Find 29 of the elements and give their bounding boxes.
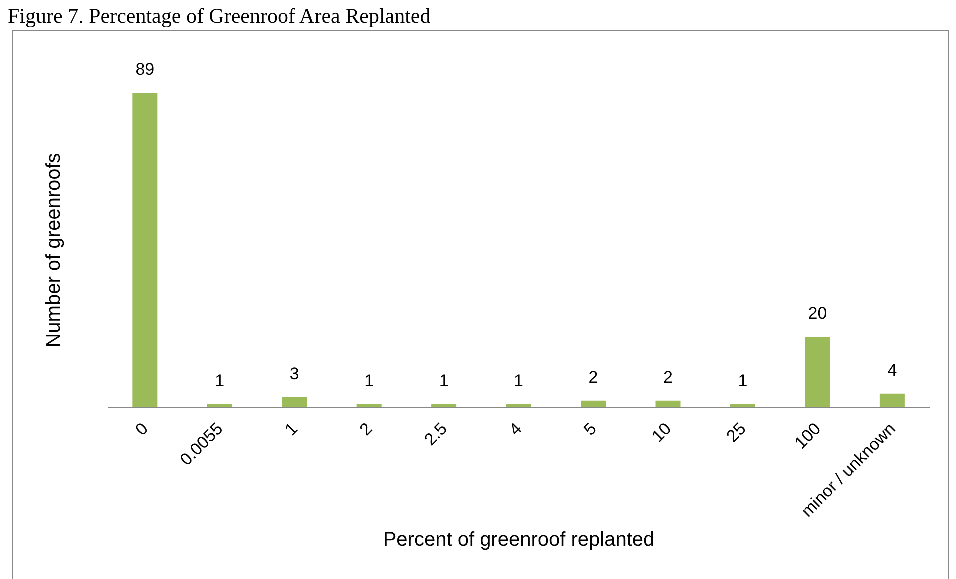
chart-title: Figure 7. Percentage of Greenroof Area Replanted [8, 4, 431, 28]
data-label: 2 [664, 368, 673, 387]
data-label: 89 [136, 60, 155, 79]
bar [282, 397, 308, 408]
data-label: 4 [888, 360, 898, 380]
x-tick-label: 2.5 [420, 419, 451, 450]
data-label: 2 [588, 368, 598, 387]
data-label: 1 [738, 371, 748, 390]
x-tick-label: 10 [648, 419, 676, 446]
x-tick-label: 2 [356, 419, 376, 440]
x-tick-label: 100 [791, 419, 825, 453]
bar [805, 337, 830, 408]
bar [656, 400, 681, 408]
x-tick-label: 4 [506, 419, 526, 440]
data-label: 1 [439, 371, 449, 390]
x-tick-label: 1 [281, 419, 302, 440]
bar [132, 93, 158, 408]
x-tick-label: 0 [132, 419, 152, 440]
data-label: 1 [364, 371, 374, 390]
bar [581, 400, 606, 408]
data-label: 3 [290, 364, 300, 384]
bar [880, 394, 905, 408]
x-tick-label: 25 [723, 419, 750, 446]
x-tick-label: 5 [580, 419, 600, 440]
data-label: 20 [808, 304, 828, 324]
data-label: 1 [215, 371, 225, 390]
y-axis-title: Number of greenroofs [43, 153, 66, 348]
x-axis-title: Percent of greenroof replanted [383, 529, 655, 551]
data-label: 1 [514, 371, 524, 390]
